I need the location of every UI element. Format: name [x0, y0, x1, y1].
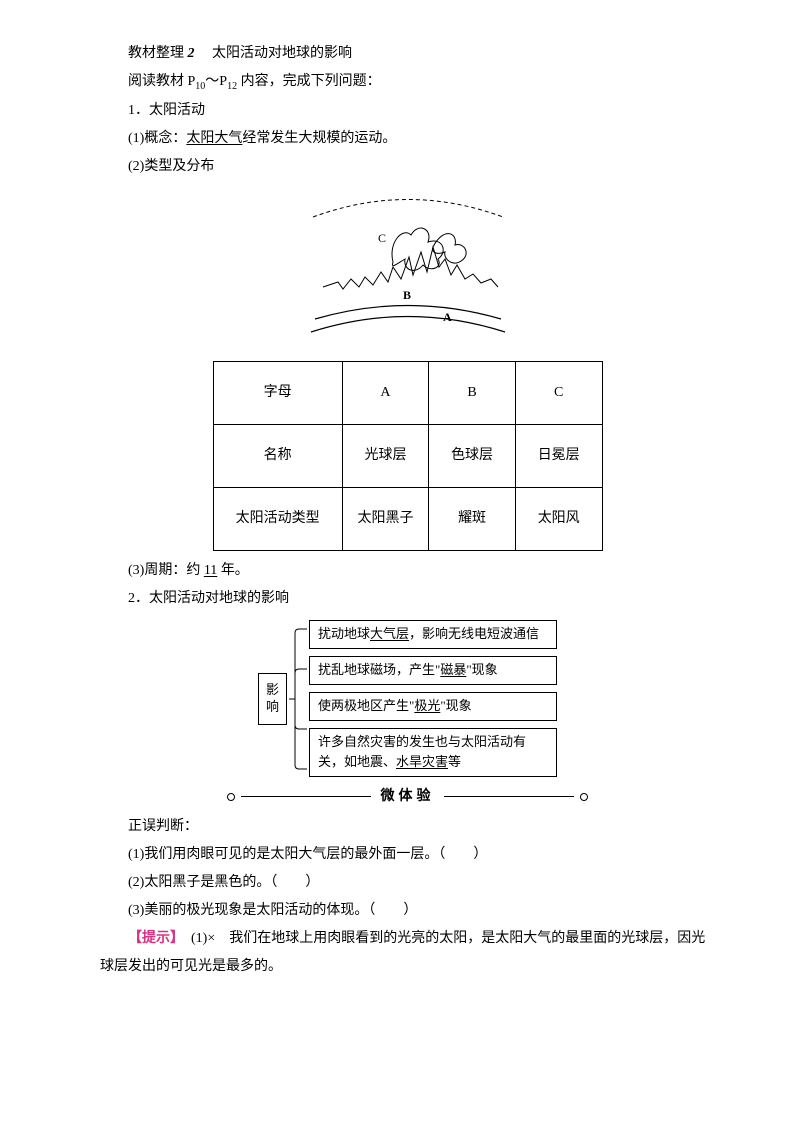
- divider-label: 微体验: [381, 789, 435, 804]
- reading-line: 阅读教材 P10～P12 内容，完成下列问题：: [100, 68, 715, 97]
- cell-letter-h: 字母: [213, 361, 342, 424]
- period-underline: 11: [204, 563, 217, 578]
- tf-title: 正误判断：: [100, 813, 715, 841]
- eff3-u: 极光: [414, 698, 440, 713]
- cell-C: C: [515, 361, 602, 424]
- effect-item-3: 使两极地区产生"极光"现象: [309, 692, 557, 721]
- svg-text:C: C: [378, 231, 386, 245]
- cell-B: B: [429, 361, 516, 424]
- period-prefix: (3)周期：约: [128, 563, 204, 578]
- effect-item-4: 许多自然灾害的发生也与太阳活动有关，如地震、水旱灾害等: [309, 728, 557, 778]
- effects-label: 影 响: [258, 673, 287, 725]
- eff2-a: 扰乱地球磁场，产生": [318, 662, 440, 677]
- section-divider: 微体验: [100, 783, 715, 811]
- divider-dot-left: [227, 793, 235, 801]
- section-title: 教材整理 2 太阳活动对地球的影响: [100, 40, 715, 68]
- reading-tilde: ～P: [205, 74, 227, 89]
- effect-item-2: 扰乱地球磁场，产生"磁暴"现象: [309, 656, 557, 685]
- sun-diagram-wrap: C B A: [100, 187, 715, 353]
- layers-table: 字母 A B C 名称 光球层 色球层 日冕层 太阳活动类型 太阳黑子 耀斑 太…: [213, 361, 603, 551]
- concept-prefix: (1)概念：: [128, 131, 186, 146]
- hint-line: 【提示】 (1)× 我们在地球上用肉眼看到的光亮的太阳，是太阳大气的最里面的光球…: [100, 925, 715, 981]
- eff3-a: 使两极地区产生": [318, 698, 414, 713]
- concept-suffix: 经常发生大规模的运动。: [242, 131, 396, 146]
- effects-diagram: 影 响 扰动地球大气层，影响无线电短波通信 扰乱地球磁场，产生"磁暴"现象 使两…: [100, 619, 715, 779]
- hint-text: (1)× 我们在地球上用肉眼看到的光亮的太阳，是太阳大气的最里面的光球层，因光球…: [100, 931, 705, 974]
- cell-act-A: 太阳黑子: [342, 487, 429, 550]
- eff4-b: 等: [448, 754, 461, 769]
- effects-label-1: 影: [266, 682, 279, 697]
- types-label: (2)类型及分布: [100, 153, 715, 181]
- cell-name-h: 名称: [213, 424, 342, 487]
- title-prefix: 教材整理: [128, 46, 184, 61]
- eff1-b: ，影响无线电短波通信: [409, 626, 539, 641]
- effects-items: 扰动地球大气层，影响无线电短波通信 扰乱地球磁场，产生"磁暴"现象 使两极地区产…: [309, 620, 557, 777]
- title-num: 2: [188, 46, 195, 61]
- cell-name-C: 日冕层: [515, 424, 602, 487]
- divider-line-left: [241, 796, 371, 797]
- tf-q2: (2)太阳黑子是黑色的。（ ）: [100, 869, 715, 897]
- bracket-icon: [287, 619, 309, 779]
- reading-suffix: 内容，完成下列问题：: [237, 74, 381, 89]
- cell-act-B: 耀斑: [429, 487, 516, 550]
- heading-1: 1．太阳活动: [100, 97, 715, 125]
- reading-prefix: 阅读教材 P: [128, 74, 195, 89]
- table-row: 名称 光球层 色球层 日冕层: [213, 424, 602, 487]
- effects-label-2: 响: [266, 699, 279, 714]
- tf-q1: (1)我们用肉眼可见的是太阳大气层的最外面一层。（ ）: [100, 841, 715, 869]
- concept-line: (1)概念：太阳大气经常发生大规模的运动。: [100, 125, 715, 153]
- cell-act-h: 太阳活动类型: [213, 487, 342, 550]
- sun-layers-diagram: C B A: [293, 187, 523, 342]
- cell-name-B: 色球层: [429, 424, 516, 487]
- title-rest: 太阳活动对地球的影响: [198, 46, 352, 61]
- tf-q3: (3)美丽的极光现象是太阳活动的体现。（ ）: [100, 897, 715, 925]
- eff3-b: "现象: [440, 698, 471, 713]
- effect-item-1: 扰动地球大气层，影响无线电短波通信: [309, 620, 557, 649]
- cell-name-A: 光球层: [342, 424, 429, 487]
- divider-dot-right: [580, 793, 588, 801]
- svg-text:A: A: [443, 310, 452, 324]
- svg-text:B: B: [403, 288, 411, 302]
- eff2-b: "现象: [466, 662, 497, 677]
- table-row: 字母 A B C: [213, 361, 602, 424]
- divider-line-right: [444, 796, 574, 797]
- eff4-u: 水旱灾害: [396, 754, 448, 769]
- eff1-u: 大气层: [370, 626, 409, 641]
- hint-label: 【提示】: [128, 931, 177, 946]
- reading-sub1: 10: [195, 81, 205, 92]
- period-line: (3)周期：约 11 年。: [100, 557, 715, 585]
- cell-A: A: [342, 361, 429, 424]
- cell-act-C: 太阳风: [515, 487, 602, 550]
- reading-sub2: 12: [227, 81, 237, 92]
- table-row: 太阳活动类型 太阳黑子 耀斑 太阳风: [213, 487, 602, 550]
- heading-2: 2．太阳活动对地球的影响: [100, 585, 715, 613]
- eff1-a: 扰动地球: [318, 626, 370, 641]
- period-suffix: 年。: [217, 563, 249, 578]
- eff2-u: 磁暴: [440, 662, 466, 677]
- concept-underline: 太阳大气: [186, 131, 242, 146]
